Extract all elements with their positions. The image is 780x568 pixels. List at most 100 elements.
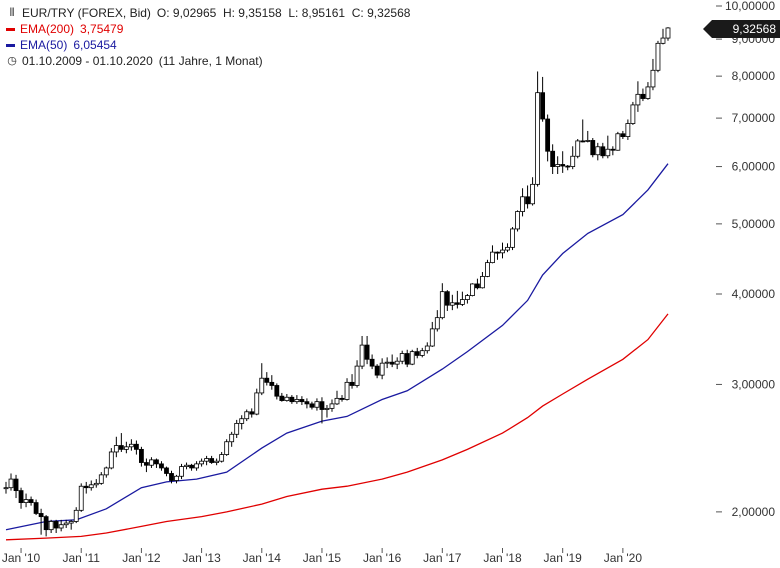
candle-body-down <box>495 251 500 254</box>
candle <box>595 142 601 161</box>
candle-body-down <box>319 401 325 410</box>
candle <box>354 360 360 388</box>
candle <box>625 119 631 140</box>
candle <box>154 458 159 468</box>
candle-body-down <box>339 397 345 400</box>
candle <box>199 458 204 467</box>
candle <box>429 321 435 347</box>
candle <box>590 138 596 158</box>
candle <box>279 392 285 402</box>
candle-body-down <box>545 118 551 152</box>
candle <box>409 349 415 366</box>
candle-body-up <box>665 27 671 39</box>
candle <box>475 278 480 290</box>
candle-body-down <box>13 478 19 492</box>
candle <box>73 507 79 524</box>
candle <box>555 156 561 174</box>
candle <box>234 419 240 438</box>
legend-instrument-row: ⫴ EUR/TRY (FOREX, Bid) O: 9,02965 H: 9,351… <box>6 5 411 21</box>
candle-body-down <box>620 133 626 138</box>
candle-body-down <box>299 399 305 403</box>
ema200-line-group <box>5 313 669 541</box>
candle <box>179 463 184 480</box>
candle-body-down <box>189 464 194 469</box>
y-tick-label: 10,00000 <box>725 0 775 13</box>
candle-body-down <box>159 463 164 469</box>
candle <box>515 210 520 232</box>
candle <box>169 470 174 484</box>
x-tick-label: Jan '13 <box>182 551 221 565</box>
candle-body-up <box>23 499 29 503</box>
candle <box>33 499 39 516</box>
candle <box>570 146 576 170</box>
candle-body-up <box>429 328 435 347</box>
candle-body-up <box>419 350 425 356</box>
candle-body-up <box>480 276 485 289</box>
candle-body-down <box>304 401 310 405</box>
candle <box>254 388 260 416</box>
candle-body-up <box>48 521 54 531</box>
candle <box>414 347 420 359</box>
candle-body-up <box>485 262 490 277</box>
candle <box>444 290 450 311</box>
candle-body-up <box>650 69 656 88</box>
candle <box>540 76 546 122</box>
candle <box>580 119 586 143</box>
candle <box>78 483 84 512</box>
date-range: 01.10.2009 - 01.10.2020 <box>22 54 153 68</box>
candle <box>449 294 455 311</box>
candle-body-up <box>354 365 360 386</box>
candle-body-down <box>38 513 44 518</box>
candle-body-down <box>164 467 169 474</box>
candle-body-up <box>359 344 365 367</box>
candle-body-up <box>8 478 14 489</box>
candle <box>309 401 315 410</box>
candle-body-down <box>28 499 34 503</box>
candle-body-up <box>113 445 119 453</box>
candle-body-up <box>284 396 290 401</box>
candle <box>149 457 154 468</box>
candle <box>334 390 340 406</box>
candle <box>374 364 380 379</box>
candle-body-down <box>209 458 215 463</box>
candle-body-up <box>434 317 440 330</box>
candle <box>600 142 606 159</box>
ema50-line <box>5 163 669 531</box>
candle-body-down <box>43 516 49 531</box>
candlestick-series <box>3 27 671 537</box>
candle-body-up <box>595 146 601 156</box>
candle-body-down <box>404 353 410 365</box>
candle-body-up <box>399 353 405 362</box>
candle <box>339 395 345 402</box>
candlestick-icon: ⫴ <box>9 7 15 19</box>
candle <box>144 458 149 473</box>
candle-body-up <box>645 86 651 99</box>
candle-body-up <box>379 362 385 376</box>
candle <box>419 347 425 358</box>
candle <box>525 185 530 209</box>
candle <box>174 474 179 484</box>
candle-body-up <box>439 291 445 319</box>
candle-body-up <box>3 487 9 490</box>
candle <box>404 349 410 368</box>
candle <box>209 455 215 464</box>
candle <box>53 519 59 534</box>
candle <box>424 342 430 354</box>
candle <box>88 480 94 491</box>
candle-body-up <box>93 482 99 486</box>
candle <box>490 245 495 264</box>
candle <box>545 114 551 162</box>
candle <box>13 474 19 499</box>
candle-body-up <box>470 283 475 296</box>
candle-body-up <box>459 299 465 305</box>
candle-body-down <box>540 92 546 120</box>
candle <box>635 81 641 112</box>
candle <box>399 350 405 365</box>
candle-body-down <box>369 358 375 367</box>
y-tick-label: 8,00000 <box>732 69 776 83</box>
candle-body-down <box>560 164 566 167</box>
candle <box>113 436 119 458</box>
candle-body-down <box>144 462 149 466</box>
candle-body-down <box>289 396 295 403</box>
x-tick-label: Jan '16 <box>363 551 402 565</box>
